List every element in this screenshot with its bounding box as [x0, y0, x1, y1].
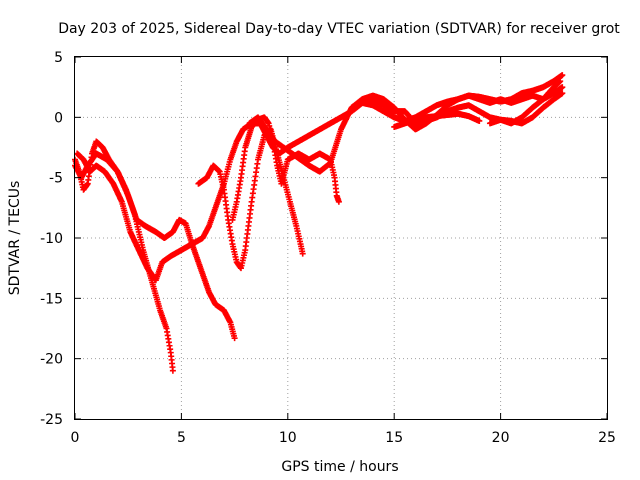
y-axis-label: SDTVAR / TECUs — [7, 181, 23, 296]
data-series — [72, 150, 238, 342]
data-series — [74, 78, 564, 284]
y-tick-label: -25 — [40, 412, 63, 428]
data-series — [391, 110, 483, 130]
data-series — [72, 138, 176, 374]
data-series — [359, 72, 566, 124]
x-tick-label: 10 — [279, 430, 297, 446]
y-tick-label: 0 — [54, 110, 63, 126]
y-tick-label: 5 — [54, 50, 63, 66]
data-series — [486, 90, 566, 127]
chart-title: Day 203 of 2025, Sidereal Day-to-day VTE… — [58, 21, 620, 37]
x-tick-label: 25 — [598, 430, 616, 446]
data-point — [335, 198, 342, 205]
data-point — [559, 72, 566, 79]
x-tick-label: 5 — [177, 430, 186, 446]
x-axis-label: GPS time / hours — [281, 459, 398, 475]
data-series — [229, 114, 342, 223]
data-point — [299, 250, 306, 257]
axis-ticks: 0 5 10 15 20 25 -25 -20 -15 -10 -5 0 5 — [40, 50, 616, 446]
y-tick-label: -5 — [49, 171, 63, 187]
data-point — [559, 90, 566, 97]
data-point — [559, 84, 566, 91]
data-point — [231, 335, 238, 342]
data-point — [169, 367, 176, 374]
y-tick-label: -20 — [40, 352, 63, 368]
data-marks — [72, 72, 566, 374]
x-tick-label: 20 — [492, 430, 510, 446]
x-tick-label: 15 — [385, 430, 403, 446]
y-tick-label: -10 — [40, 231, 63, 247]
plot-frame — [74, 56, 608, 420]
x-tick-label: 0 — [71, 430, 80, 446]
y-tick-label: -15 — [40, 291, 63, 307]
data-point — [476, 117, 483, 124]
